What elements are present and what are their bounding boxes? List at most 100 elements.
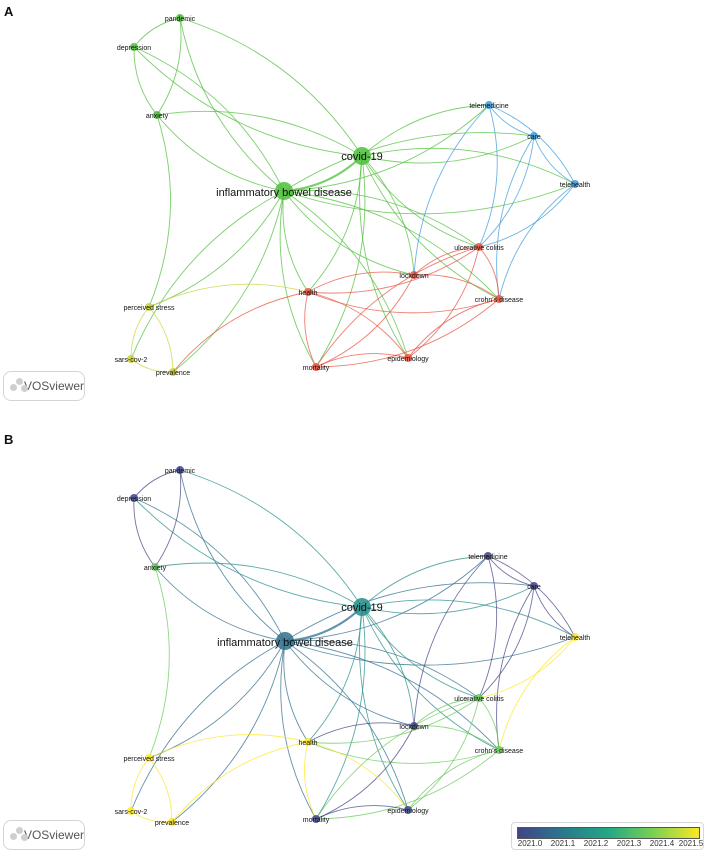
edge-link — [284, 640, 500, 751]
node-ulcerative[interactable] — [475, 694, 483, 702]
node-prevalence[interactable] — [168, 818, 176, 826]
panel-a-cluster-map: A inflammatory bowel disease covid-19 pand… — [0, 0, 708, 410]
node-telehealth[interactable] — [571, 180, 579, 188]
node-label-telehealth: telehealth — [560, 182, 590, 189]
edge-link — [361, 104, 490, 157]
node-care[interactable] — [530, 132, 538, 140]
edge-link — [284, 555, 489, 642]
edge-link — [361, 155, 415, 276]
node-covid[interactable] — [353, 147, 371, 165]
edge-link — [478, 135, 535, 248]
node-label-epidemiology: epidemiology — [387, 808, 429, 815]
edge-link — [154, 562, 363, 608]
node-health[interactable] — [304, 288, 312, 296]
edge-link — [361, 585, 535, 615]
edge-link — [284, 582, 535, 642]
node-crohns[interactable] — [495, 295, 503, 303]
node-telemedicine[interactable] — [484, 552, 492, 560]
node-label-lockdown: lockdown — [399, 273, 428, 280]
colorbar-tick: 2021.5 — [678, 839, 704, 848]
edge-link — [283, 190, 409, 359]
edge-link — [179, 17, 285, 192]
edge-link — [413, 274, 500, 300]
node-depression[interactable] — [130, 43, 138, 51]
edge-link — [315, 298, 500, 368]
node-depression[interactable] — [130, 494, 138, 502]
colorbar-tick: 2021.4 — [649, 839, 675, 848]
node-epidemiology[interactable] — [404, 806, 412, 814]
edge-link — [361, 606, 500, 751]
node-care[interactable] — [530, 582, 538, 590]
edge-link — [133, 469, 181, 499]
node-label-telemedicine: telemedicine — [468, 554, 507, 561]
edge-link — [133, 46, 285, 192]
node-label-telehealth: telehealth — [560, 635, 590, 642]
edges-layer — [130, 17, 576, 373]
edge-link — [133, 497, 363, 608]
node-mortality[interactable] — [312, 363, 320, 371]
node-pandemic[interactable] — [176, 14, 184, 22]
edge-link — [315, 606, 366, 820]
node-ibd[interactable] — [276, 632, 294, 650]
node-label-health: health — [298, 290, 317, 297]
edge-link — [133, 46, 158, 116]
colorbar-tick: 2021.3 — [616, 839, 642, 848]
edge-link — [413, 104, 490, 276]
panel-label-b: B — [4, 432, 14, 447]
edge-link — [488, 104, 535, 137]
edge-link — [283, 183, 576, 215]
node-perceived[interactable] — [145, 754, 153, 762]
node-anxiety[interactable] — [151, 563, 159, 571]
colorbar-gradient — [517, 827, 700, 839]
edge-link — [133, 497, 156, 568]
edge-link — [361, 606, 480, 699]
edge-link — [315, 155, 366, 368]
edge-link — [179, 469, 363, 608]
edge-link — [478, 636, 576, 699]
node-telehealth[interactable] — [571, 633, 579, 641]
node-label-anxiety: anxiety — [144, 565, 167, 572]
node-ibd[interactable] — [275, 182, 293, 200]
node-label-ibd: inflammatory bowel disease — [216, 187, 352, 199]
node-lockdown[interactable] — [410, 271, 418, 279]
edge-link — [478, 555, 498, 699]
edge-link — [282, 190, 309, 293]
node-telemedicine[interactable] — [485, 101, 493, 109]
edge-link — [487, 555, 535, 587]
node-perceived[interactable] — [145, 303, 153, 311]
edge-link — [307, 291, 409, 359]
node-label-health: health — [298, 740, 317, 747]
node-label-pandemic: pandemic — [165, 468, 196, 475]
node-mortality[interactable] — [312, 815, 320, 823]
network-map-a[interactable]: inflammatory bowel disease covid-19 pandem… — [0, 0, 708, 410]
node-covid[interactable] — [353, 598, 371, 616]
node-label-covid: covid-19 — [341, 151, 383, 163]
edge-link — [304, 291, 317, 368]
edge-link — [283, 104, 490, 192]
edge-link — [283, 132, 535, 192]
node-label-prevalence: prevalence — [156, 370, 190, 377]
edge-link — [148, 566, 170, 759]
edge-link — [315, 353, 409, 368]
node-sars[interactable] — [127, 355, 135, 363]
network-map-b[interactable]: inflammatory bowel disease covid-19 pandem… — [0, 436, 708, 854]
edge-link — [496, 585, 535, 751]
node-prevalence[interactable] — [169, 368, 177, 376]
edge-link — [478, 585, 535, 699]
node-crohns[interactable] — [495, 746, 503, 754]
edge-link — [148, 114, 171, 308]
node-sars[interactable] — [127, 807, 135, 815]
edge-link — [315, 697, 480, 820]
node-pandemic[interactable] — [176, 466, 184, 474]
node-health[interactable] — [304, 738, 312, 746]
node-lockdown[interactable] — [410, 722, 418, 730]
edge-link — [413, 697, 480, 727]
node-anxiety[interactable] — [153, 111, 161, 119]
node-label-pandemic: pandemic — [165, 16, 196, 23]
vosviewer-watermark-b: VOSviewer — [3, 820, 85, 850]
node-label-care: care — [527, 134, 541, 141]
node-ulcerative[interactable] — [475, 243, 483, 251]
panel-b-overlay-map: B inflammatory bowel disease covid-19 pand… — [0, 432, 708, 854]
node-epidemiology[interactable] — [404, 354, 412, 362]
edge-link — [413, 725, 500, 751]
